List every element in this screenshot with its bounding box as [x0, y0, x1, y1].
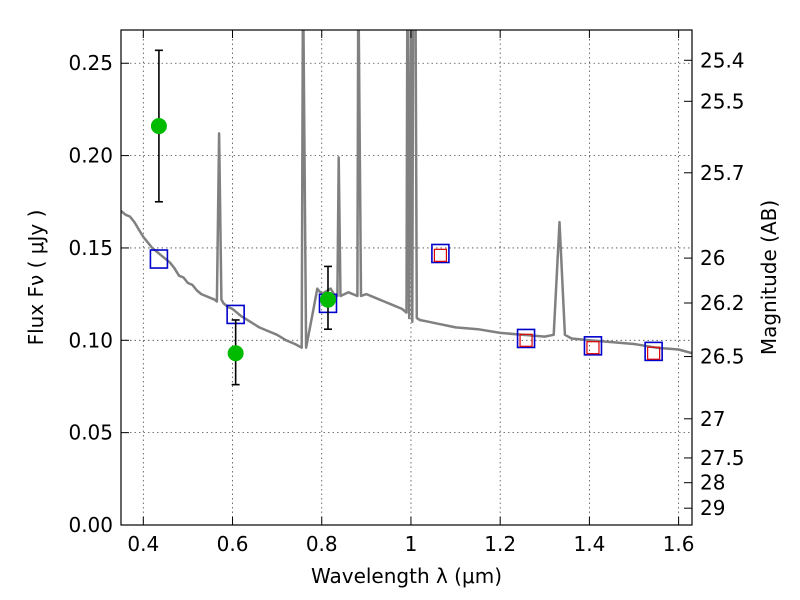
model-red-square: [647, 346, 661, 360]
y-tick-label: 0.25: [68, 51, 113, 75]
right-tick-label: 28: [700, 471, 725, 495]
right-tick-label: 29: [700, 496, 725, 520]
right-tick-label: 25.4: [700, 48, 745, 72]
right-axis-title: Magnitude (AB): [757, 200, 781, 355]
observed-point: [227, 345, 244, 362]
right-tick-label: 26: [700, 246, 725, 270]
model-blue-square: [149, 249, 169, 269]
observed-point: [319, 291, 336, 308]
x-tick-label: 0.8: [306, 532, 338, 556]
x-tick-label: 1.4: [573, 532, 605, 556]
x-tick-label: 0.6: [217, 532, 249, 556]
markers: [149, 49, 663, 386]
y-tick-label: 0.15: [68, 236, 113, 260]
model-blue-square: [516, 328, 536, 349]
right-tick-label: 25.7: [700, 161, 745, 185]
x-tick-label: 1.2: [484, 532, 516, 556]
y-tick-label: 0.10: [68, 328, 113, 352]
observed-point: [150, 118, 167, 135]
right-tick-label: 26.2: [700, 291, 745, 315]
model-red-square: [519, 333, 533, 347]
y-tick-label: 0.20: [68, 144, 113, 168]
right-tick-label: 27: [700, 407, 725, 431]
y-tick-label: 0.00: [68, 513, 113, 537]
right-tick-label: 26.5: [700, 345, 745, 369]
right-tick-label: 25.5: [700, 89, 745, 113]
y-tick-label: 0.05: [68, 421, 113, 445]
x-tick-label: 0.4: [127, 532, 159, 556]
right-tick-label: 27.5: [700, 446, 745, 470]
model-blue-square: [583, 336, 603, 356]
model-blue-square: [644, 341, 663, 362]
x-axis-title: Wavelength λ (μm): [311, 564, 502, 588]
plot-frame: [120, 29, 693, 526]
y-axis-title: Flux Fν ( μJy ): [24, 210, 48, 346]
axis-ticks: 0.4 0.6 0.8 1 1.2 1.4 1.6 0.00 0.05 0.10 0.15 0.20 0…: [68, 30, 745, 556]
x-tick-label: 1.6: [663, 532, 695, 556]
model-blue-square: [431, 243, 450, 264]
model-red-square: [586, 341, 600, 355]
x-tick-label: 1: [405, 532, 418, 556]
model-spectrum: [121, 30, 692, 355]
spectrum-line: [121, 30, 692, 355]
model-red-square: [433, 248, 448, 262]
